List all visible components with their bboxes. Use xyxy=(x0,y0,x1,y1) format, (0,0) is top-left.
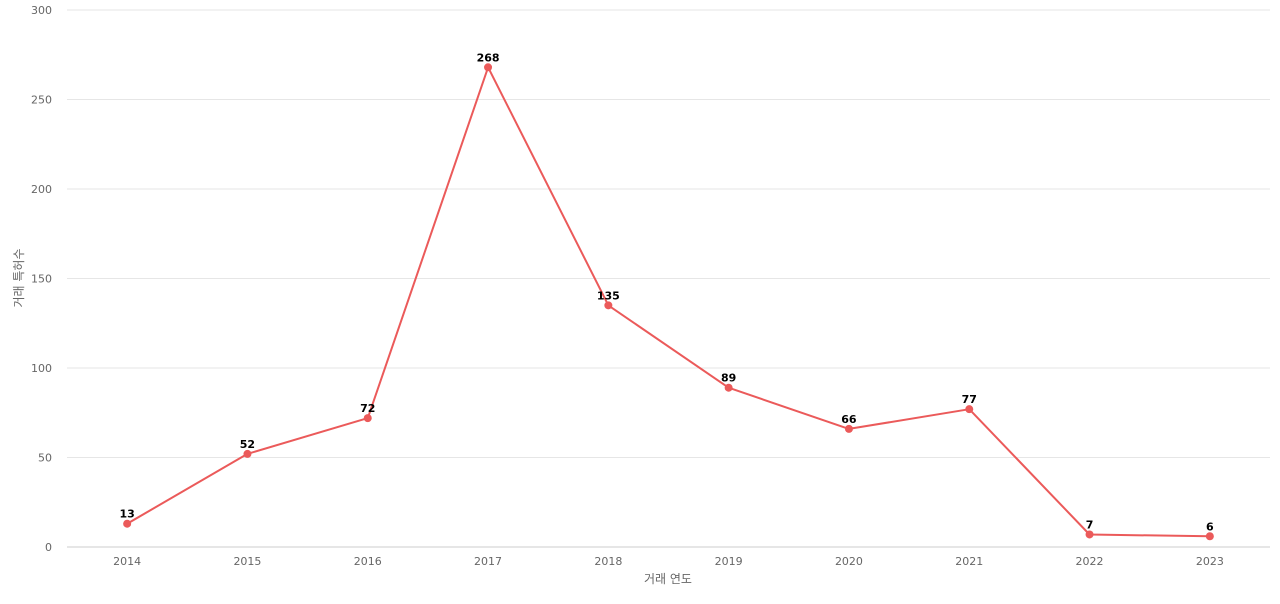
data-label: 52 xyxy=(240,438,255,451)
y-tick-label: 100 xyxy=(31,362,52,375)
y-tick-label: 50 xyxy=(38,452,52,465)
grid-layer xyxy=(67,9,1270,548)
x-tick-label: 2019 xyxy=(715,555,743,568)
y-tick-label: 300 xyxy=(31,4,52,17)
data-point xyxy=(965,405,974,414)
x-tick-label: 2014 xyxy=(113,555,141,568)
data-label: 66 xyxy=(841,413,857,426)
y-tick-label: 200 xyxy=(31,183,52,196)
data-label: 89 xyxy=(721,372,736,385)
x-tick-label: 2015 xyxy=(233,555,261,568)
data-point xyxy=(844,424,853,433)
axis-layer: 0 50 100 150 200 250 300 2014 2015 2016 2017 2018 20… xyxy=(31,4,1224,568)
data-label: 268 xyxy=(477,51,500,64)
y-tick-label: 0 xyxy=(45,541,52,554)
data-label: 135 xyxy=(597,289,620,302)
x-axis-title: 거래 연도 xyxy=(644,572,692,586)
x-tick-label: 2021 xyxy=(955,555,983,568)
y-tick-label: 150 xyxy=(31,273,52,286)
data-point xyxy=(604,301,613,310)
data-label: 72 xyxy=(360,402,375,415)
data-point xyxy=(1205,532,1214,541)
y-tick-label: 250 xyxy=(31,94,52,107)
data-point xyxy=(1085,530,1094,539)
x-tick-label: 2023 xyxy=(1196,555,1224,568)
data-point xyxy=(123,519,132,528)
data-point xyxy=(363,414,372,423)
series-layer xyxy=(123,63,1214,541)
x-tick-label: 2022 xyxy=(1076,555,1104,568)
data-point xyxy=(243,449,252,458)
x-tick-label: 2016 xyxy=(354,555,382,568)
x-tick-label: 2018 xyxy=(594,555,622,568)
data-label: 7 xyxy=(1086,518,1094,531)
y-axis-title: 거래 특허수 xyxy=(12,248,26,307)
data-label: 77 xyxy=(962,393,977,406)
data-point xyxy=(724,383,733,392)
data-label: 6 xyxy=(1206,520,1214,533)
data-label: 13 xyxy=(119,508,134,521)
series-line xyxy=(126,66,1210,538)
x-tick-label: 2020 xyxy=(835,555,863,568)
x-tick-label: 2017 xyxy=(474,555,502,568)
data-point xyxy=(484,63,493,72)
